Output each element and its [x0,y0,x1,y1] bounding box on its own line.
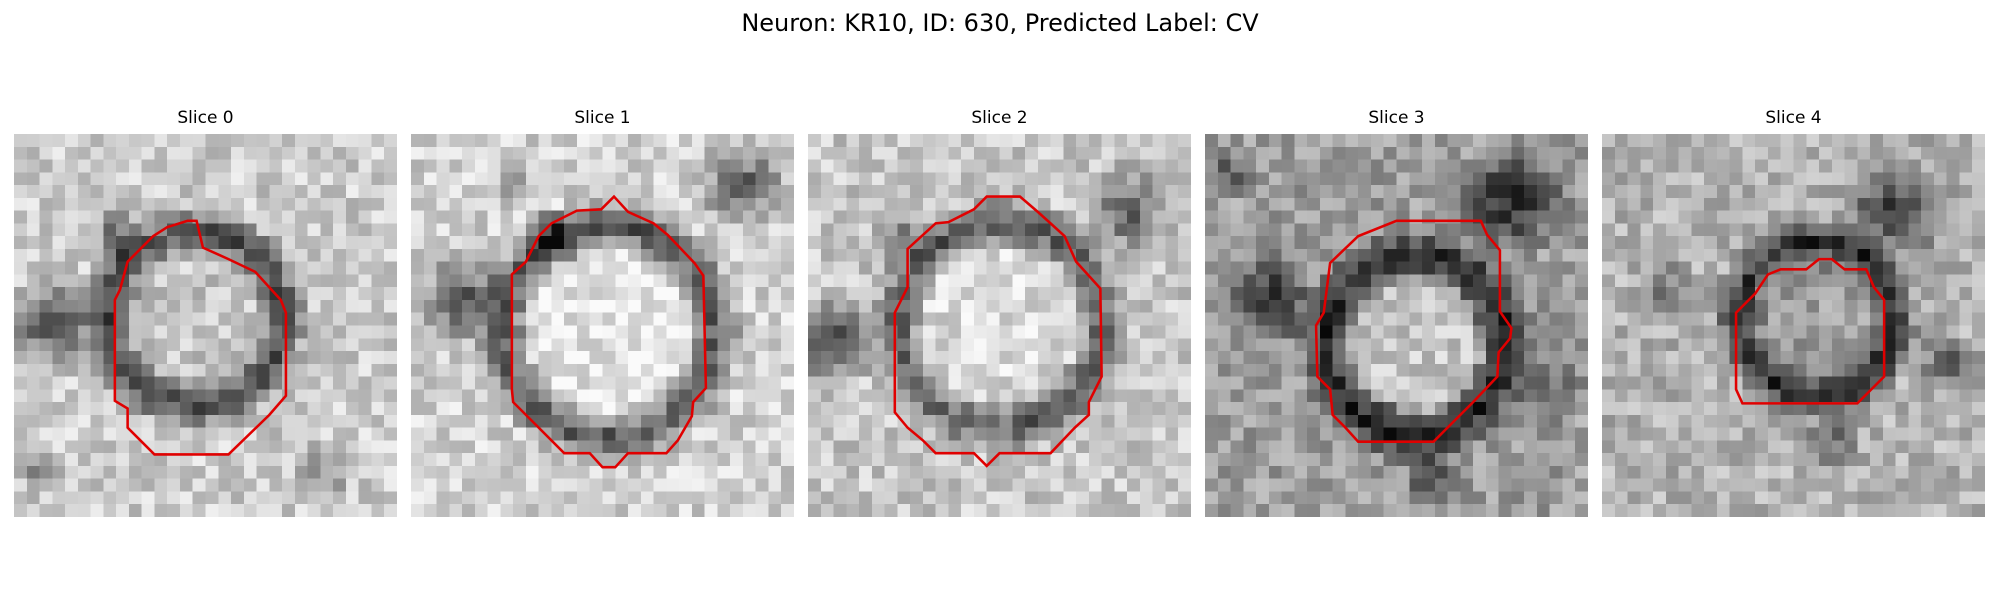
slice-panel-1: Slice 1 [411,108,794,517]
slice-image [14,134,397,517]
slice-panel-0: Slice 0 [14,108,397,517]
pixel-grid [14,134,397,517]
segmentation-contour [1734,257,1886,405]
slice-panel-3: Slice 3 [1205,108,1588,517]
segmentation-contour [1314,219,1513,443]
segmentation-contour [893,195,1103,468]
slice-image [411,134,794,517]
pixel-grid [1602,134,1985,517]
slice-title: Slice 1 [574,108,631,128]
slice-title: Slice 3 [1368,108,1425,128]
slice-image [1205,134,1588,517]
pixel-grid [1205,134,1588,517]
slice-image [808,134,1191,517]
slice-title: Slice 4 [1765,108,1822,128]
slice-panel-2: Slice 2 [808,108,1191,517]
slice-panel-4: Slice 4 [1602,108,1985,517]
segmentation-contour [510,194,708,469]
slice-title: Slice 2 [971,108,1028,128]
slice-image [1602,134,1985,517]
slice-title: Slice 0 [177,108,234,128]
segmentation-contour [113,219,288,456]
pixel-grid [411,134,794,517]
figure-title: Neuron: KR10, ID: 630, Predicted Label: … [741,9,1259,37]
pixel-grid [808,134,1191,517]
